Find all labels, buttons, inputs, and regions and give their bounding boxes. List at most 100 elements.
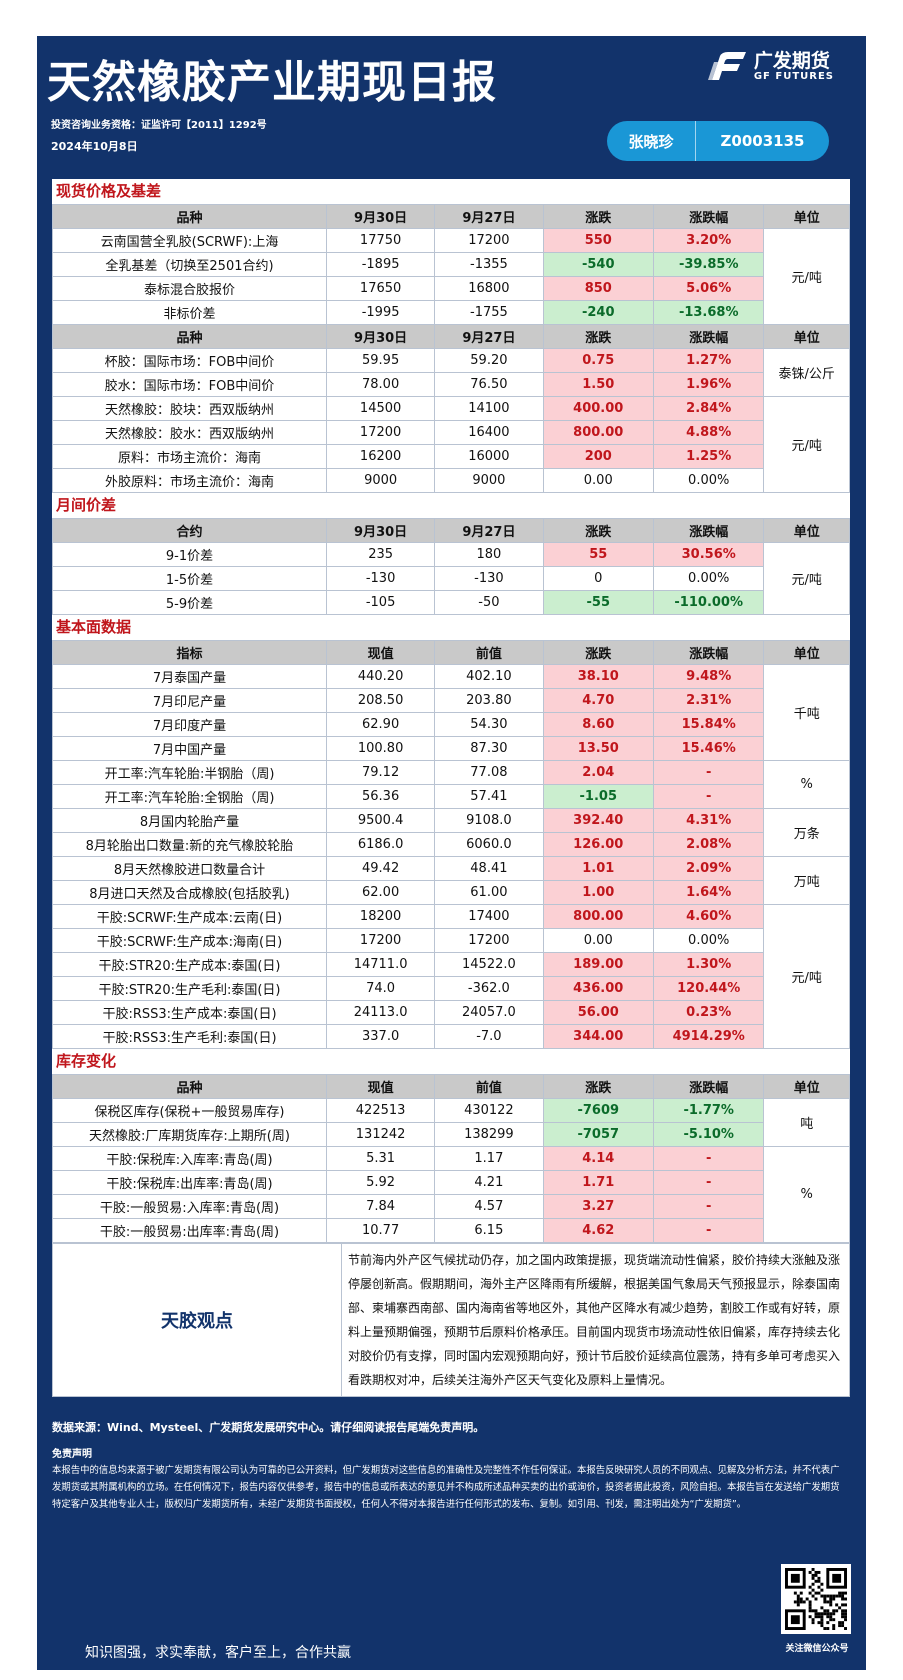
cell-chg: -7057: [542, 1122, 654, 1147]
cell-chg: 55: [542, 542, 654, 567]
report-page: 天然橡胶产业期现日报 广发期货 GF FUTURES 投资咨询业务资格：证监许可…: [37, 36, 866, 1670]
col-header: 单位: [763, 1074, 850, 1099]
cell-name: 天然橡胶：胶块：西双版纳州: [52, 396, 327, 421]
cell-chg: -1.05: [542, 784, 654, 809]
col-header: 涨跌: [542, 204, 654, 229]
cell-unit: 万条: [763, 808, 850, 857]
cell-cur: 9500.4: [325, 808, 436, 833]
cell-pct: 4.60%: [652, 904, 765, 929]
cell-unit: 元/吨: [763, 542, 850, 615]
cell-pct: 1.27%: [652, 348, 765, 373]
col-header: 单位: [763, 324, 850, 349]
table-row: 7月泰国产量 440.20 402.10 38.10 9.48% 千吨: [52, 664, 850, 761]
qr-code[interactable]: [781, 1564, 851, 1634]
col-header: 品种: [52, 1074, 327, 1099]
cell-cur: 56.36: [325, 784, 436, 809]
table-row: 杯胶：国际市场：FOB中间价 59.95 59.20 0.75 1.27% 泰铢/公斤: [52, 348, 850, 397]
cell-unit: %: [763, 760, 850, 809]
cell-pct: -: [652, 1146, 765, 1171]
cell-chg: 392.40: [542, 808, 654, 833]
table-header-row: 品种 9月30日 9月27日 涨跌 涨跌幅 单位: [52, 204, 850, 229]
col-header: 前值: [434, 1074, 544, 1099]
cell-cur: 131242: [325, 1122, 436, 1147]
cell-name: 干胶:SCRWF:生产成本:云南(日): [52, 904, 327, 929]
cell-prev: 430122: [434, 1098, 544, 1123]
cell-cur: 79.12: [325, 760, 436, 785]
cell-cur: -1895: [325, 252, 436, 277]
cell-cur: 14500: [325, 396, 436, 421]
cell-pct: 2.84%: [652, 396, 765, 421]
cell-name: 全乳基差（切换至2501合约): [52, 252, 327, 277]
cell-pct: 1.64%: [652, 880, 765, 905]
cell-chg: 344.00: [542, 1024, 654, 1049]
cell-pct: -: [652, 760, 765, 785]
cell-cur: 5.92: [325, 1170, 436, 1195]
cell-pct: 2.09%: [652, 856, 765, 881]
market-view: 天胶观点 节前海内外产区气候扰动仍存，加之国内政策提振，现货端流动性偏紧，胶价持…: [52, 1243, 850, 1397]
cell-chg: 1.71: [542, 1170, 654, 1195]
cell-name: 保税区库存(保税+一般贸易库存): [52, 1098, 327, 1123]
col-header: 现值: [325, 640, 436, 665]
col-header: 单位: [763, 518, 850, 543]
cell-chg: 3.27: [542, 1194, 654, 1219]
col-header: 9月27日: [434, 204, 544, 229]
cell-prev: -1755: [434, 300, 544, 325]
cell-pct: 4.88%: [652, 420, 765, 445]
cell-chg: 126.00: [542, 832, 654, 857]
cell-unit: 元/吨: [763, 904, 850, 1049]
cell-prev: 1.17: [434, 1146, 544, 1171]
qr-caption: 关注微信公众号: [785, 1644, 849, 1654]
cell-prev: 14100: [434, 396, 544, 421]
cell-chg: 2.04: [542, 760, 654, 785]
table-row: 8月国内轮胎产量 9500.4 9108.0 392.40 4.31% 万条: [52, 808, 850, 857]
cell-cur: 78.00: [325, 372, 436, 397]
data-source: 数据来源：Wind、Mysteel、广发期货发展研究中心。请仔细阅读报告尾端免责…: [52, 1421, 485, 1434]
table-row: 干胶:一般贸易:出库率:青岛(周) 10.77 6.15 4.62-: [52, 1218, 850, 1243]
table-row: 云南国营全乳胶(SCRWF):上海 17750 17200 550 3.20% 元/吨: [52, 228, 850, 325]
cell-cur: 14711.0: [325, 952, 436, 977]
cell-name: 泰标混合胶报价: [52, 276, 327, 301]
cell-pct: 0.23%: [652, 1000, 765, 1025]
cell-prev: 4.57: [434, 1194, 544, 1219]
cell-prev: 76.50: [434, 372, 544, 397]
cell-prev: 16400: [434, 420, 544, 445]
cell-cur: 17200: [325, 928, 436, 953]
cell-pct: 4914.29%: [652, 1024, 765, 1049]
cell-chg: 1.00: [542, 880, 654, 905]
cell-name: 9-1价差: [52, 542, 327, 567]
cell-pct: 2.31%: [652, 688, 765, 713]
cell-prev: 17200: [434, 928, 544, 953]
cell-cur: 422513: [325, 1098, 436, 1123]
cell-name: 8月进口天然及合成橡胶(包括胶乳): [52, 880, 327, 905]
gf-futures-logo: 广发期货 GF FUTURES: [706, 50, 834, 84]
table-row: 天然橡胶：胶水：西双版纳州 17200 16400 800.00 4.88%: [52, 420, 850, 445]
cell-name: 云南国营全乳胶(SCRWF):上海: [52, 228, 327, 253]
cell-chg: -240: [542, 300, 654, 325]
col-header: 涨跌幅: [652, 640, 765, 665]
cell-cur: 17750: [325, 228, 436, 253]
cell-cur: 6186.0: [325, 832, 436, 857]
cell-chg: 38.10: [542, 664, 654, 689]
cell-pct: -: [652, 784, 765, 809]
cell-chg: 56.00: [542, 1000, 654, 1025]
table-header-row: 合约 9月30日 9月27日 涨跌 涨跌幅 单位: [52, 518, 850, 543]
col-header: 单位: [763, 640, 850, 665]
cell-name: 8月轮胎出口数量:新的充气橡胶轮胎: [52, 832, 327, 857]
cell-cur: -1995: [325, 300, 436, 325]
table-row: 天然橡胶：胶块：西双版纳州 14500 14100 400.00 2.84% 元/吨: [52, 396, 850, 493]
cell-pct: 120.44%: [652, 976, 765, 1001]
cell-prev: -50: [434, 590, 544, 615]
cell-prev: -362.0: [434, 976, 544, 1001]
cell-pct: 0.00%: [652, 928, 765, 953]
cell-prev: 138299: [434, 1122, 544, 1147]
cell-name: 开工率:汽车轮胎:全钢胎（周): [52, 784, 327, 809]
qualification-text: 投资咨询业务资格：证监许可【2011】1292号: [51, 120, 267, 131]
cell-prev: 54.30: [434, 712, 544, 737]
company-motto: 知识图强，求实奉献，客户至上，合作共赢: [85, 1645, 351, 1661]
cell-cur: 49.42: [325, 856, 436, 881]
stock-table: 品种 现值 前值 涨跌 涨跌幅 单位 保税区库存(保税+一般贸易库存) 42251…: [52, 1074, 850, 1243]
cell-chg: 550: [542, 228, 654, 253]
col-header: 涨跌: [542, 640, 654, 665]
cell-chg: 0.00: [542, 468, 654, 493]
cell-name: 5-9价差: [52, 590, 327, 615]
